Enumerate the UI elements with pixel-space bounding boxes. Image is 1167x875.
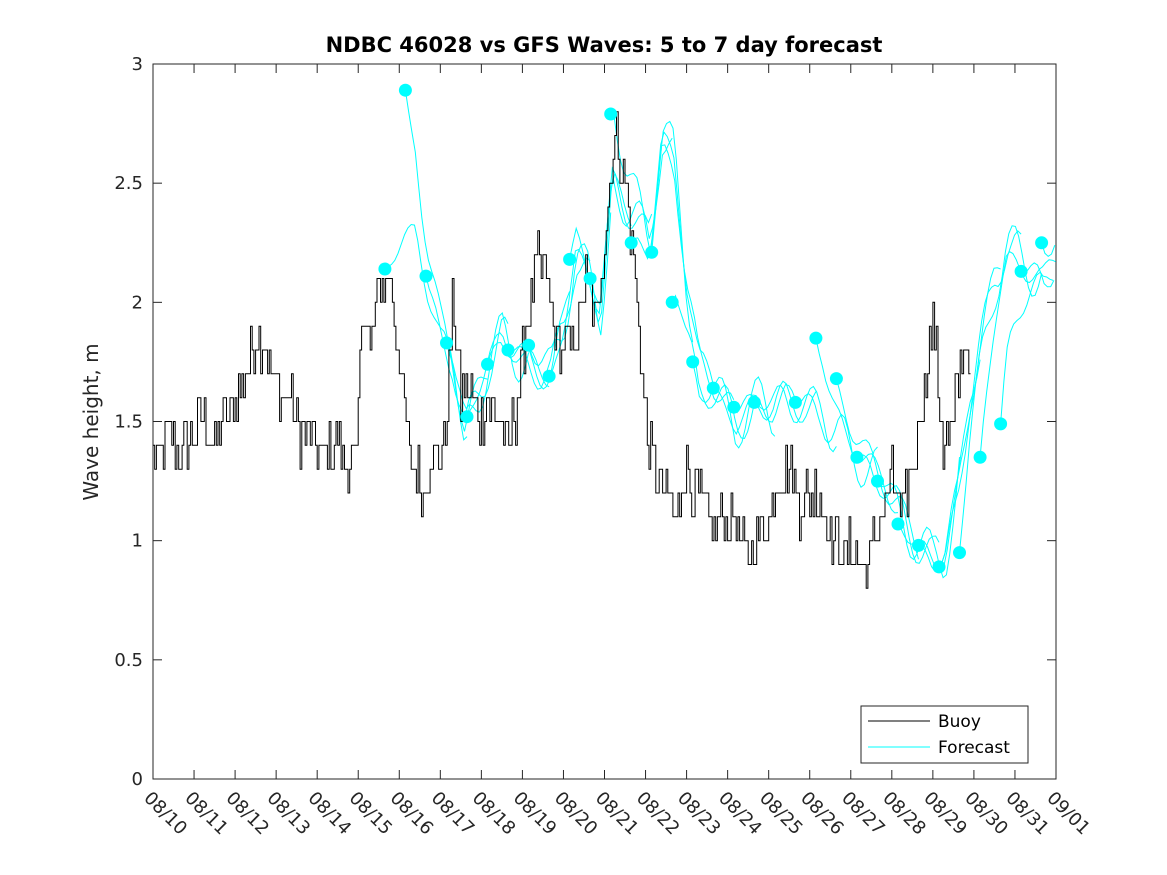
forecast-marker [994, 417, 1008, 431]
forecast-marker [563, 252, 577, 266]
y-tick-label: 0.5 [114, 650, 143, 671]
forecast-line [404, 90, 488, 432]
forecast-line [959, 225, 1043, 553]
buoy-line [153, 111, 971, 589]
forecast-line [835, 378, 919, 560]
forecast-marker [871, 474, 884, 488]
forecast-marker [481, 357, 494, 371]
forecast-marker [953, 546, 966, 560]
forecast-line [1041, 242, 1056, 258]
forecast-markers [378, 83, 1049, 574]
forecast-marker [912, 538, 925, 552]
forecast-line [979, 251, 1056, 458]
forecast-marker [440, 336, 453, 350]
forecast-marker [460, 410, 474, 424]
legend-box [860, 705, 1029, 764]
buoy-series [153, 111, 971, 589]
forecast-marker [727, 400, 741, 414]
forecast-line [692, 361, 776, 449]
chart-title: NDBC 46028 vs GFS Waves: 5 to 7 day fore… [326, 33, 883, 57]
forecast-marker [706, 381, 720, 395]
y-tick-label: 0 [132, 769, 143, 790]
forecast-line [938, 230, 1022, 568]
axis-ticks [152, 63, 1057, 780]
forecast-line [795, 393, 878, 488]
forecast-marker [1035, 236, 1049, 250]
forecast-line [713, 384, 796, 435]
forecast-marker [624, 236, 638, 250]
forecast-marker [501, 343, 515, 357]
forecast-marker [891, 517, 905, 531]
forecast-line [569, 166, 653, 315]
forecast-marker [973, 450, 987, 464]
forecast-line [630, 131, 714, 385]
forecast-marker [850, 450, 864, 464]
forecast-marker [686, 355, 700, 369]
forecast-marker [398, 83, 412, 97]
forecast-line [733, 380, 817, 423]
forecast-marker [809, 331, 823, 345]
forecast-line [589, 137, 673, 306]
forecast-marker [665, 295, 679, 309]
y-tick-label: 2.5 [114, 173, 143, 194]
forecast-marker [419, 269, 433, 283]
forecast-line [425, 275, 509, 418]
forecast-marker [645, 245, 659, 259]
forecast-marker [583, 272, 597, 285]
legend-forecast-label: Forecast [938, 738, 1010, 758]
y-tick-labels: 0 0.5 1 1.5 2 2.5 3 [114, 54, 143, 790]
y-tick-label: 3 [132, 54, 143, 75]
forecast-line [753, 384, 837, 453]
legend-buoy-label: Buoy [938, 712, 981, 732]
forecast-marker [788, 395, 802, 409]
y-axis-label: Wave height, m [79, 343, 103, 500]
forecast-marker [829, 372, 843, 386]
forecast-line [651, 144, 735, 403]
legend: Buoy Forecast [860, 705, 1029, 764]
forecast-line [671, 294, 755, 440]
forecast-marker [604, 107, 618, 121]
y-tick-label: 1.5 [114, 412, 143, 433]
forecast-marker [747, 395, 761, 409]
forecast-marker [932, 560, 946, 574]
forecast-marker [542, 369, 556, 383]
y-tick-label: 2 [132, 292, 143, 313]
forecast-line [446, 312, 530, 413]
y-tick-label: 1 [132, 531, 143, 552]
forecast-line [507, 257, 591, 390]
forecast-marker [378, 262, 392, 276]
forecast-marker [1014, 264, 1028, 278]
forecast-line [1000, 271, 1054, 424]
forecast-line [856, 454, 940, 564]
forecast-marker [522, 338, 536, 352]
